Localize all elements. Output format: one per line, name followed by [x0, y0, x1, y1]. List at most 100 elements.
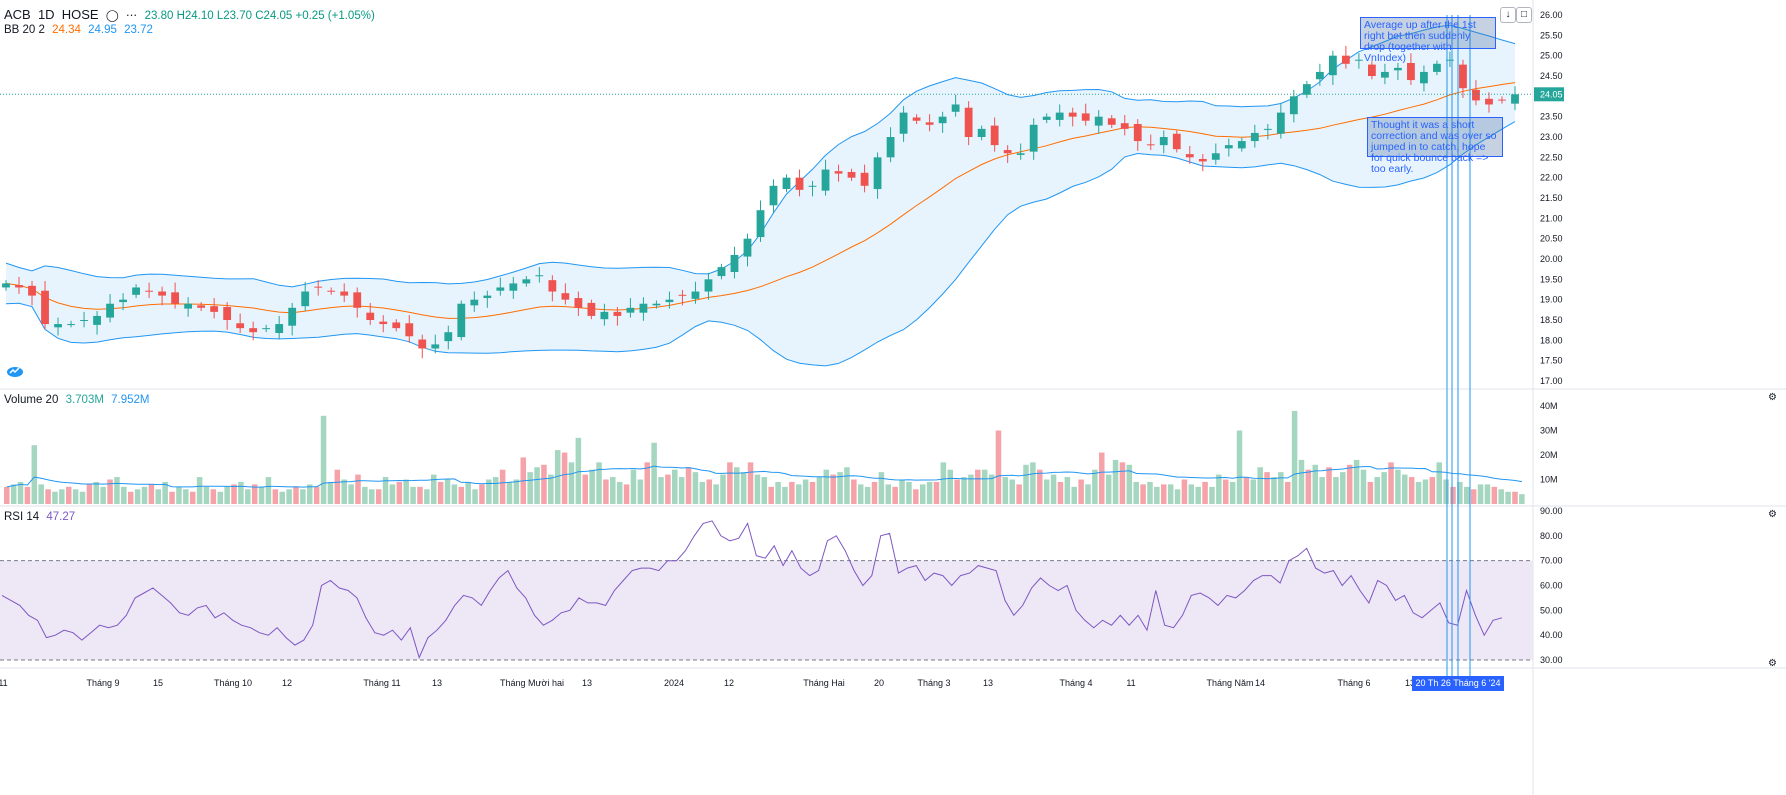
volume-bar — [38, 484, 44, 504]
candle-body — [639, 303, 648, 313]
volume-bar — [300, 489, 306, 504]
volume-bar — [899, 479, 905, 504]
volume-bar — [320, 415, 327, 504]
volume-bar — [458, 486, 465, 504]
time-axis-label: 2024 — [664, 678, 684, 688]
volume-bar — [947, 469, 954, 504]
volume-bar — [1284, 481, 1291, 504]
candle-body — [1420, 71, 1428, 84]
candle-body — [509, 283, 518, 291]
volume-bar — [1236, 430, 1243, 504]
candle-body — [327, 290, 336, 292]
candle-body — [691, 291, 700, 299]
candle-body — [457, 303, 466, 338]
volume-bar — [265, 477, 272, 504]
time-axis-label: Tháng Hai — [803, 678, 845, 688]
bb-legend[interactable]: BB 20 2 24.34 24.95 23.72 — [4, 24, 157, 36]
volume-bar — [403, 479, 409, 504]
volume-bar — [245, 489, 251, 504]
volume-bar — [871, 481, 878, 504]
candle-body — [158, 291, 167, 296]
candle-body — [990, 125, 999, 146]
candle-body — [106, 303, 114, 318]
candle-body — [1289, 96, 1298, 115]
volume-bar — [1050, 474, 1057, 504]
candle-body — [470, 299, 479, 306]
volume-bar — [1181, 479, 1188, 504]
volume-bar — [768, 486, 774, 504]
candle-body — [1237, 141, 1246, 149]
volume-bar — [176, 486, 182, 504]
fullscreen-icon[interactable]: □ — [1516, 7, 1532, 23]
volume-bar — [995, 430, 1002, 504]
volume-bar — [1264, 472, 1270, 504]
candle-body — [93, 315, 101, 325]
time-axis-label: 12 — [282, 678, 292, 688]
volume-bar — [1381, 472, 1387, 504]
volume-bar — [217, 491, 224, 504]
candle-body — [730, 254, 739, 273]
rsi-legend[interactable]: RSI 14 47.27 — [4, 511, 79, 523]
volume-bar — [451, 484, 458, 504]
candle-body — [379, 321, 388, 325]
volume-bar — [857, 484, 864, 504]
eye-icon[interactable]: ◯ — [105, 10, 119, 22]
bb-fill — [6, 25, 1515, 366]
candle-body — [1276, 112, 1285, 134]
tradingview-logo-icon[interactable] — [6, 364, 24, 378]
volume-bar — [713, 484, 719, 504]
annotation-note-2[interactable]: Thought it was a short correction and wa… — [1367, 117, 1503, 175]
volume-bar — [327, 481, 334, 504]
symbol-interval[interactable]: 1D — [37, 7, 55, 22]
download-icon[interactable]: ↓ — [1500, 7, 1516, 23]
rsi-axis-label: 50.00 — [1540, 605, 1563, 615]
settings-icon: ⚙ — [1768, 509, 1777, 520]
candle-body — [392, 322, 401, 329]
settings-icon: ⚙ — [1768, 658, 1777, 669]
volume-bar — [1057, 481, 1064, 504]
volume-label: Volume 20 — [4, 394, 59, 406]
volume-bar — [1278, 472, 1284, 504]
price-axis-label: 22.50 — [1540, 152, 1563, 162]
annotation-note-1[interactable]: Average up after the 1st right bet then … — [1360, 17, 1496, 64]
candle-body — [171, 292, 180, 304]
candle-body — [1263, 128, 1272, 130]
candle-body — [1133, 123, 1142, 142]
rsi-band — [0, 560, 1533, 660]
candle-body — [28, 285, 36, 296]
time-axis-label: 13 — [1405, 678, 1415, 688]
volume-bar — [1422, 479, 1429, 504]
symbol-name[interactable]: ACB — [4, 7, 31, 22]
volume-bar — [251, 484, 258, 504]
volume-bar — [4, 486, 10, 504]
volume-bar — [672, 469, 678, 504]
rsi-axis-label: 90.00 — [1540, 506, 1563, 516]
volume-bar — [541, 464, 547, 504]
volume-bar — [1436, 462, 1442, 504]
candle-body — [1381, 71, 1389, 78]
volume-bar — [568, 462, 575, 504]
rsi-axis-label: 30.00 — [1540, 655, 1563, 665]
volume-bar — [1257, 467, 1263, 504]
candle-body — [769, 185, 778, 206]
volume-bar — [1071, 486, 1077, 504]
volume-bar — [272, 489, 279, 504]
candle-body — [574, 298, 583, 308]
volume-bar — [968, 474, 974, 504]
volume-bar — [93, 481, 100, 504]
candle-body — [1159, 137, 1168, 146]
volume-bar — [141, 486, 148, 504]
volume-bar — [293, 486, 299, 504]
more-icon[interactable]: ⋯ — [125, 10, 138, 22]
candle-body — [418, 339, 427, 349]
volume-legend[interactable]: Volume 20 3.703M 7.952M — [4, 394, 153, 406]
volume-bar — [782, 486, 788, 504]
candle-body — [262, 328, 271, 330]
bb-label: BB 20 2 — [4, 24, 45, 36]
volume-bar — [933, 481, 940, 504]
bb-lower-line — [5, 121, 1516, 367]
volume-bar — [24, 486, 31, 504]
candle-body — [1224, 145, 1233, 149]
price-axis-label: 20.00 — [1540, 254, 1563, 264]
